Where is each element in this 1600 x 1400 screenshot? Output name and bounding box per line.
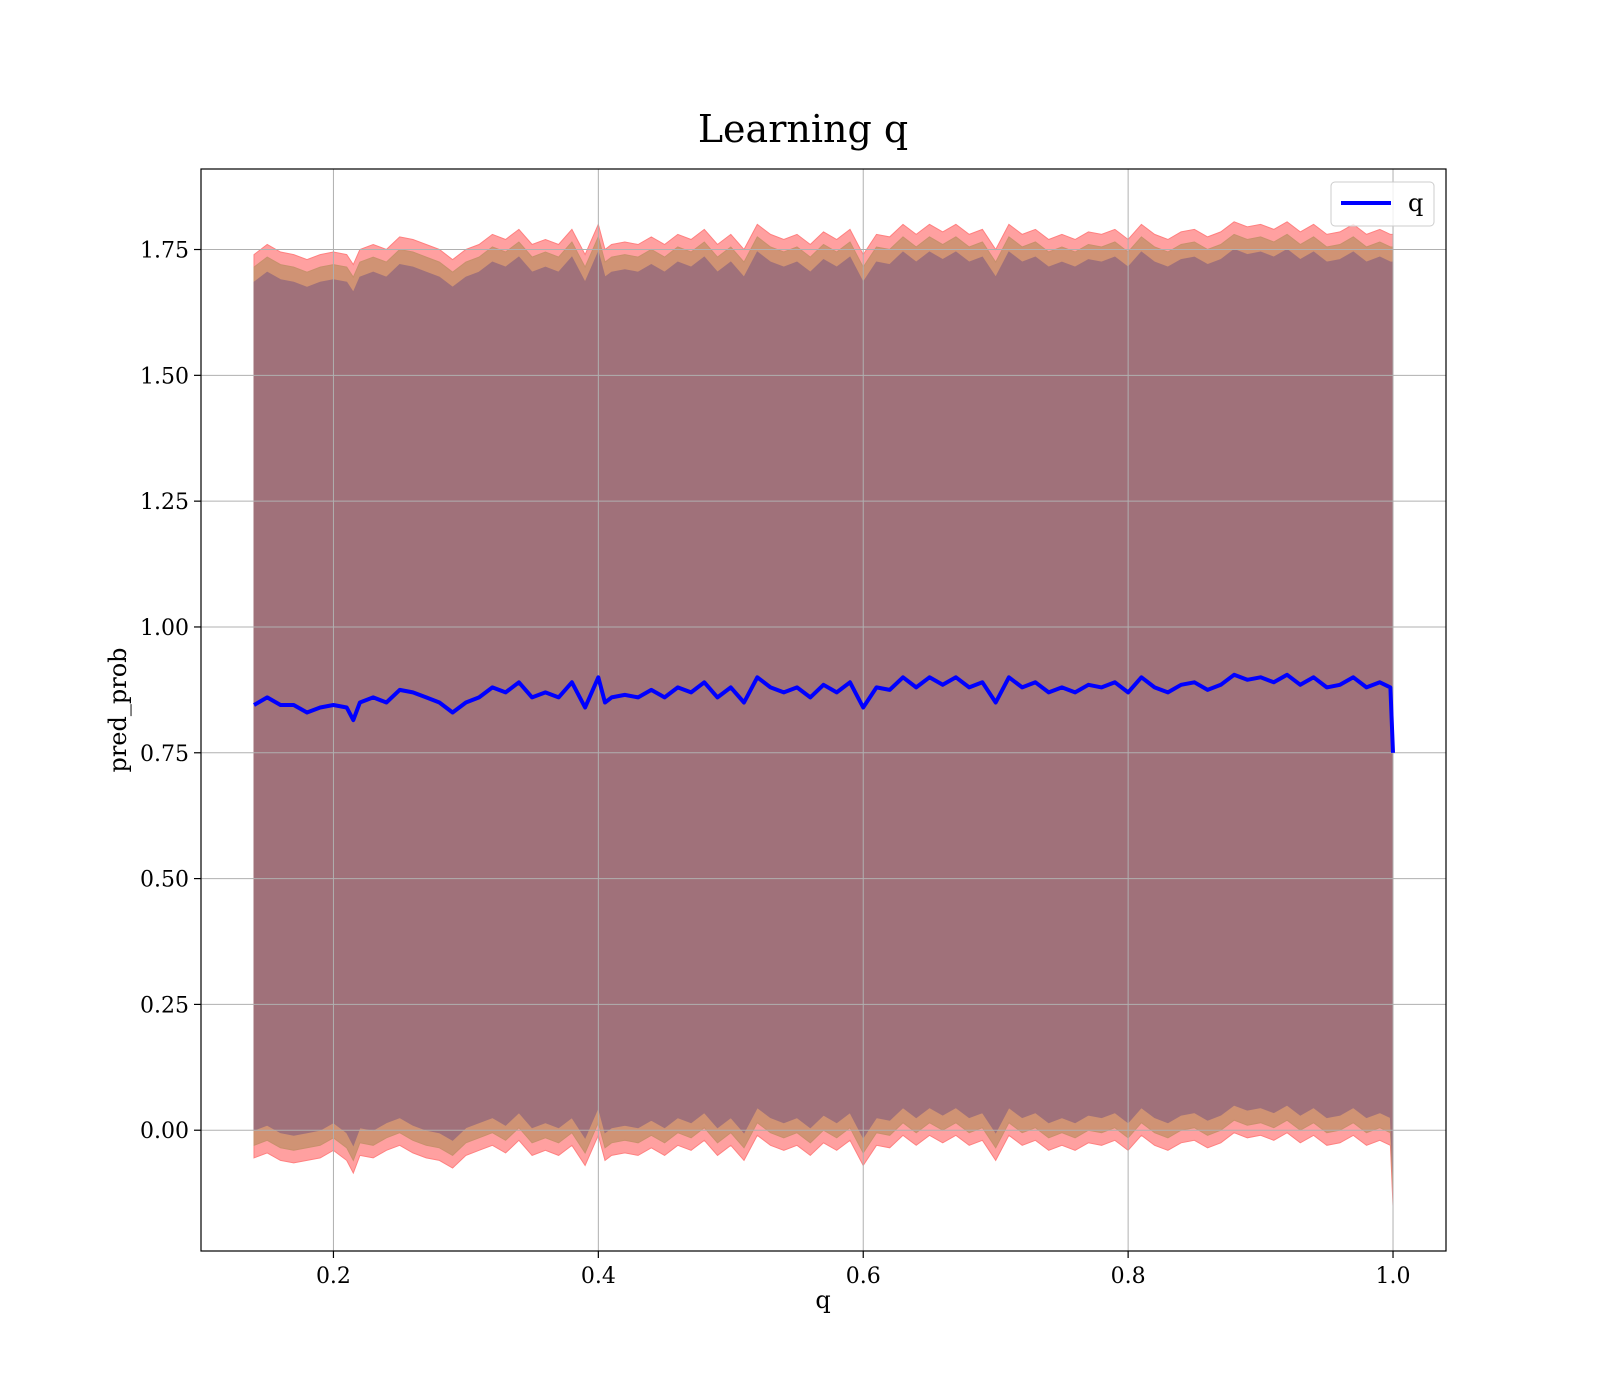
grid-overlay bbox=[201, 169, 1446, 1251]
y-axis-label: pred_prob bbox=[104, 647, 132, 772]
y-axis-ticks: 0.00 0.25 0.50 0.75 1.00 1.25 1.50 1.75 bbox=[140, 239, 201, 1144]
confidence-band-3 bbox=[253, 248, 1394, 1176]
y-tick-label-3: 0.75 bbox=[140, 742, 189, 767]
series-line-q bbox=[253, 672, 1395, 753]
chart-title: Learning q bbox=[698, 107, 908, 151]
x-tick-label-1: 0.4 bbox=[581, 1264, 616, 1289]
y-tick-label-7: 1.75 bbox=[140, 239, 189, 264]
confidence-bands bbox=[253, 221, 1394, 1206]
x-tick-label-4: 1.0 bbox=[1376, 1264, 1411, 1289]
y-tick-label-6: 1.50 bbox=[140, 364, 189, 389]
legend: q bbox=[1330, 181, 1435, 227]
y-tick-label-5: 1.25 bbox=[140, 490, 189, 515]
x-tick-label-3: 0.8 bbox=[1111, 1264, 1146, 1289]
x-axis-ticks: 0.2 0.4 0.6 0.8 1.0 bbox=[316, 1251, 1411, 1289]
series-lines bbox=[253, 672, 1395, 753]
x-tick-label-0: 0.2 bbox=[316, 1264, 351, 1289]
legend-label-q: q bbox=[1408, 189, 1423, 217]
x-tick-label-2: 0.6 bbox=[846, 1264, 881, 1289]
x-axis-label: q bbox=[815, 1286, 830, 1314]
y-tick-label-0: 0.00 bbox=[140, 1119, 189, 1144]
y-tick-label-2: 0.50 bbox=[140, 868, 189, 893]
y-tick-label-4: 1.00 bbox=[140, 616, 189, 641]
y-tick-label-1: 0.25 bbox=[140, 993, 189, 1018]
plot-area-frame bbox=[200, 168, 1447, 1252]
